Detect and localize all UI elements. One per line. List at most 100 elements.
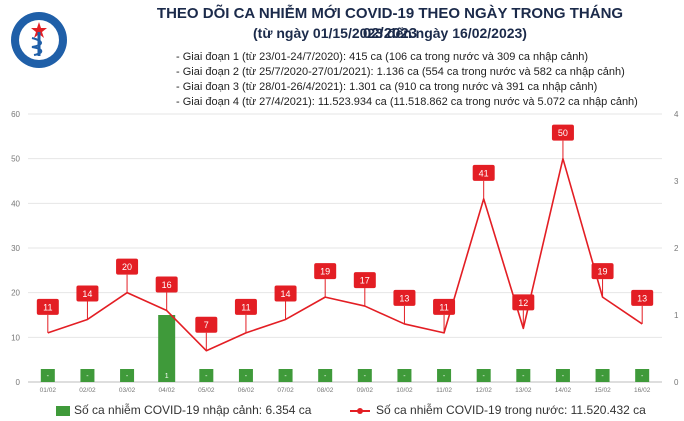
x-tick-label: 13/02 [515, 387, 532, 394]
data-point-label: 20 [122, 262, 132, 272]
x-tick-label: 08/02 [317, 387, 334, 394]
bar-value-label: - [443, 373, 446, 380]
bar-imported-cases [476, 369, 491, 382]
legend-line-swatch [350, 407, 370, 414]
x-tick-label: 07/02 [277, 387, 294, 394]
data-point-label: 14 [281, 289, 291, 299]
bar-value-label: - [601, 373, 604, 380]
data-point-label: 11 [43, 302, 52, 312]
y-left-tick-label: 60 [11, 110, 20, 119]
bar-imported-cases [437, 369, 452, 382]
data-point-label: 17 [360, 276, 370, 286]
x-tick-label: 10/02 [396, 387, 413, 394]
bar-value-label: - [403, 373, 406, 380]
bar-imported-cases [516, 369, 531, 382]
bar-imported-cases [40, 369, 55, 382]
data-point-label: 19 [598, 267, 608, 277]
bar-value-label: 1 [165, 373, 169, 380]
y-right-tick-label: 3 [674, 177, 679, 186]
data-point-label: 16 [162, 280, 172, 290]
bar-imported-cases [635, 369, 650, 382]
data-point-label: 11 [439, 302, 448, 312]
data-point-label: 13 [637, 293, 647, 303]
data-point-label: 14 [82, 289, 92, 299]
x-tick-label: 16/02 [634, 387, 651, 394]
chart-title: THEO DÕI CA NHIỄM MỚI COVID-19 THEO NGÀY… [156, 5, 624, 42]
y-right-tick-label: 1 [674, 311, 679, 320]
data-point-label: 19 [320, 267, 330, 277]
data-label-box [155, 276, 178, 293]
bar-imported-cases [357, 369, 372, 382]
data-label-box [472, 164, 495, 181]
phase-3-text: - Giai đoạn 3 (từ 28/01-26/4/2021): 1.30… [176, 81, 598, 93]
bar-value-label: - [641, 373, 644, 380]
x-tick-label: 06/02 [238, 387, 255, 394]
bar-value-label: - [284, 373, 287, 380]
x-tick-label: 12/02 [476, 387, 493, 394]
bar-imported-cases [158, 315, 176, 382]
bar-value-label: - [483, 373, 486, 380]
data-point-label: 11 [241, 302, 250, 312]
bar-value-label: - [205, 373, 208, 380]
bar-value-label: - [364, 373, 367, 380]
line-domestic-cases [47, 157, 643, 352]
y-left-tick-label: 50 [11, 155, 20, 164]
bar-value-label: - [86, 373, 89, 380]
data-label-box [314, 263, 337, 280]
x-tick-label: 15/02 [594, 387, 611, 394]
legend-line-label: Số ca nhiễm COVID-19 trong nước: 11.520.… [376, 403, 646, 417]
bar-imported-cases [397, 369, 412, 382]
x-tick-label: 01/02 [40, 387, 57, 394]
phase-4-text: - Giai đoạn 4 (từ 27/4/2021): 11.523.934… [176, 96, 638, 108]
y-right-tick-label: 2 [674, 244, 679, 253]
data-label-box [512, 294, 535, 311]
data-label-box [116, 258, 139, 275]
bar-imported-cases [80, 369, 95, 382]
y-left-tick-label: 40 [11, 199, 20, 208]
y-right-tick-label: 0 [674, 378, 679, 387]
bar-imported-cases [238, 369, 253, 382]
data-label-box [274, 285, 297, 302]
bar-imported-cases [318, 369, 333, 382]
bar-imported-cases [199, 369, 214, 382]
legend-line-entry: Số ca nhiễm COVID-19 trong nước: 11.520.… [350, 403, 646, 417]
bar-value-label: - [245, 373, 248, 380]
data-label-box [393, 289, 416, 306]
phase-summary: - Giai đoạn 1 (từ 23/01-24/7/2020): 415 … [176, 50, 676, 110]
x-tick-label: 14/02 [555, 387, 572, 394]
phase-1-text: - Giai đoạn 1 (từ 23/01-24/7/2020): 415 … [176, 51, 589, 63]
data-label-box [433, 298, 456, 315]
bar-imported-cases [595, 369, 610, 382]
data-point-label: 7 [204, 320, 209, 330]
bar-value-label: - [324, 373, 327, 380]
data-label-box [36, 298, 59, 315]
bar-value-label: - [562, 373, 565, 380]
bar-value-label: - [126, 373, 129, 380]
ministry-of-health-logo [10, 4, 68, 76]
x-tick-label: 03/02 [119, 387, 136, 394]
data-point-label: 12 [518, 298, 528, 308]
data-label-box [195, 316, 218, 333]
bar-imported-cases [120, 369, 135, 382]
legend-bar-swatch [56, 405, 70, 416]
chart-subtitle: (từ ngày 01/15/2023 đến ngày 16/02/2023) [253, 25, 527, 41]
data-label-box [76, 285, 99, 302]
bar-value-label: - [522, 373, 525, 380]
x-tick-label: 11/02 [436, 387, 452, 394]
data-point-label: 13 [399, 293, 409, 303]
y-right-tick-label: 4 [674, 110, 679, 119]
x-tick-label: 09/02 [357, 387, 374, 394]
legend-bar-entry: Số ca nhiễm COVID-19 nhập cảnh: 6.354 ca [56, 403, 311, 417]
y-left-tick-label: 30 [11, 244, 20, 253]
x-tick-label: 04/02 [159, 387, 176, 394]
data-label-box [234, 298, 257, 315]
legend-bar-label: Số ca nhiễm COVID-19 nhập cảnh: 6.354 ca [74, 403, 312, 417]
data-point-label: 41 [479, 168, 489, 178]
data-label-box [551, 124, 574, 141]
data-label-box [591, 263, 614, 280]
phase-2-text: - Giai đoạn 2 (từ 25/7/2020-27/01/2021):… [176, 66, 625, 78]
data-label-box [353, 272, 376, 289]
data-point-label: 50 [558, 128, 568, 138]
bar-value-label: - [47, 373, 50, 380]
